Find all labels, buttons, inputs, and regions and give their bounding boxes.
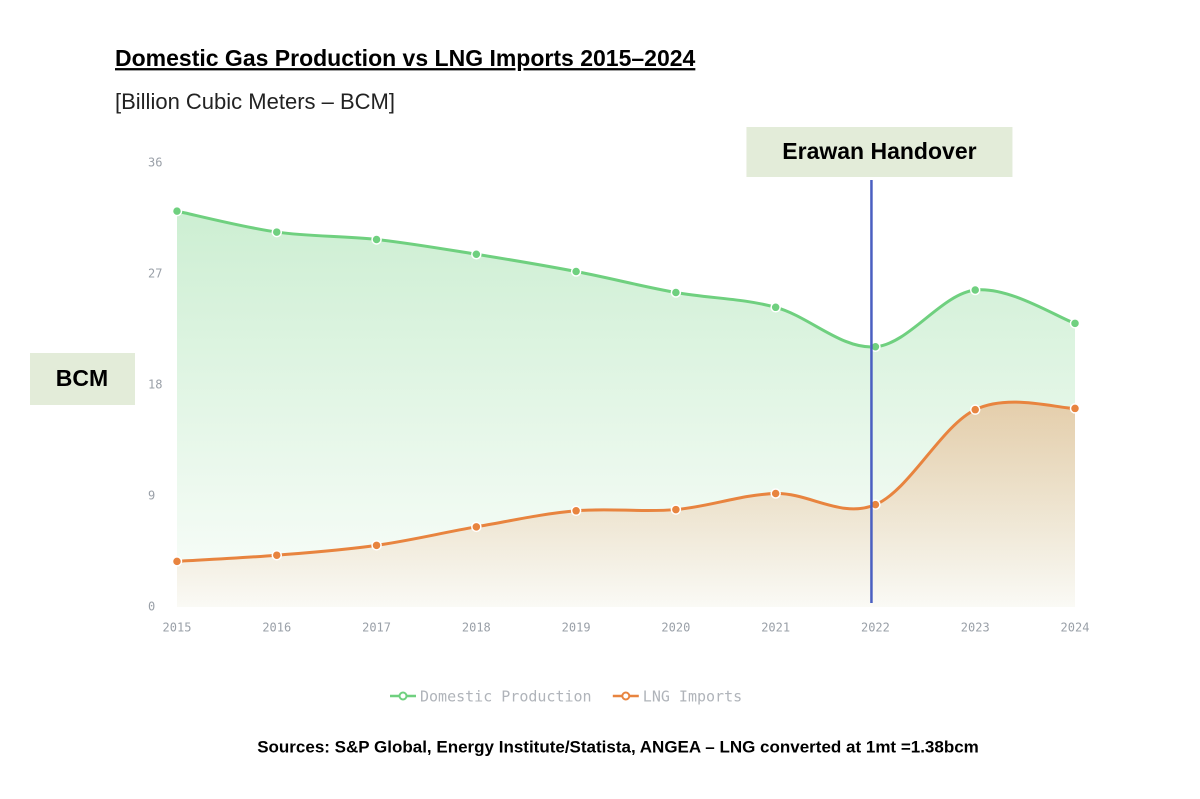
data-point: [371, 234, 382, 245]
data-point: [670, 504, 682, 515]
x-tick-label: 2023: [961, 621, 990, 635]
y-tick-label: 18: [148, 378, 162, 392]
data-point: [570, 266, 582, 277]
y-tick-label: 9: [148, 489, 155, 503]
data-point: [969, 404, 981, 415]
x-tick-label: 2020: [661, 621, 690, 635]
data-point: [271, 226, 283, 238]
legend-label: Domestic Production: [420, 688, 592, 706]
x-tick-label: 2021: [761, 621, 790, 635]
data-point: [770, 488, 781, 499]
y-axis-label: BCM: [56, 365, 108, 391]
x-tick-label: 2016: [262, 621, 291, 635]
y-tick-label: 27: [148, 267, 162, 281]
legend-marker: [621, 691, 631, 701]
data-point: [471, 249, 482, 260]
series-area: [177, 402, 1075, 607]
legend-marker: [398, 691, 408, 701]
annotation-text: Erawan Handover: [782, 138, 976, 164]
data-point: [1069, 318, 1081, 329]
legend-label: LNG Imports: [643, 688, 742, 706]
series-line: [176, 400, 1076, 563]
legend: Domestic Production LNG Imports: [390, 688, 742, 706]
data-point: [371, 540, 382, 551]
data-point: [969, 284, 981, 296]
data-point: [770, 302, 781, 313]
x-tick-label: 2015: [163, 621, 192, 635]
y-tick-label: 0: [148, 600, 155, 614]
data-point: [471, 521, 482, 533]
x-tick-label: 2019: [562, 621, 591, 635]
data-point: [171, 205, 183, 217]
annotation-box: [746, 127, 1013, 177]
y-label-box: [30, 353, 135, 405]
x-tick-label: 2018: [462, 621, 491, 635]
data-point: [570, 505, 582, 517]
data-point: [670, 287, 682, 298]
chart-title: Domestic Gas Production vs LNG Imports 2…: [115, 45, 696, 71]
series-line: [176, 209, 1076, 349]
chart-subtitle: [Billion Cubic Meters – BCM]: [115, 89, 395, 114]
x-tick-label: 2022: [861, 621, 890, 635]
source-note: Sources: S&P Global, Energy Institute/St…: [257, 737, 979, 756]
x-tick-label: 2024: [1061, 621, 1090, 635]
x-tick-label: 2017: [362, 621, 391, 635]
data-point: [271, 549, 283, 561]
data-point: [171, 556, 183, 567]
data-point: [1069, 403, 1081, 414]
y-tick-label: 36: [148, 156, 162, 170]
